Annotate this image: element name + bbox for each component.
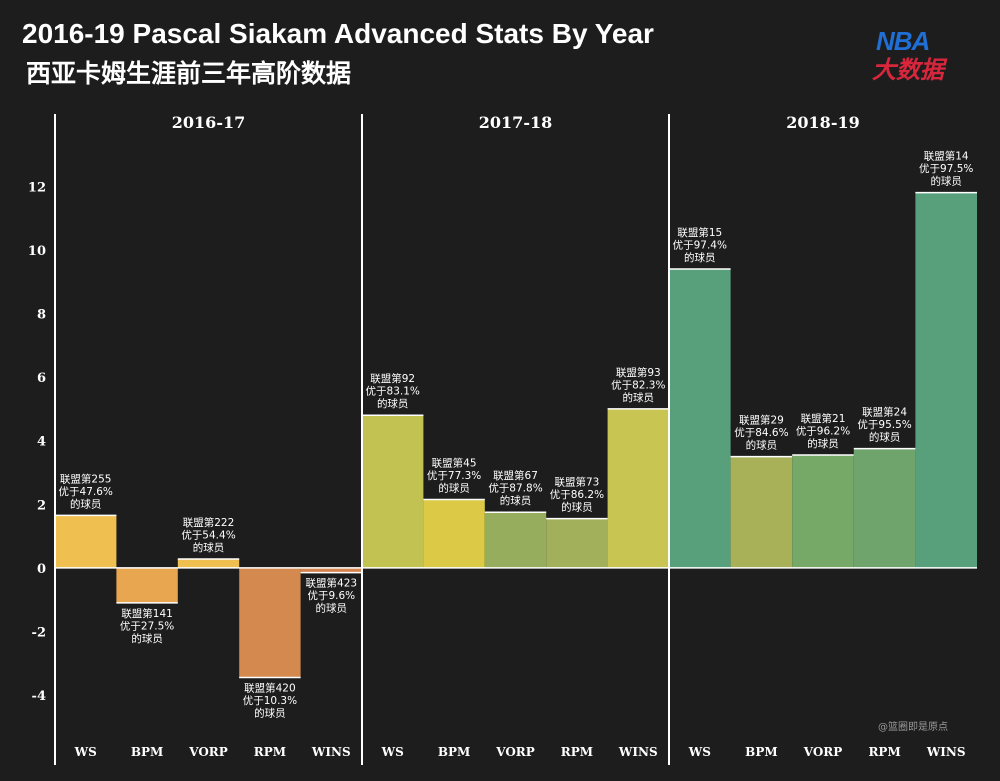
watermark: @篮圈即是原点 [878, 722, 948, 733]
y-tick-label: 4 [37, 435, 46, 450]
category-label: WS [74, 745, 97, 759]
bar-annotation: 联盟第420 [244, 682, 296, 695]
bar [484, 512, 547, 568]
bar-annotation: 优于87.8% [488, 482, 542, 495]
bar-annotation: 的球员 [316, 602, 348, 615]
bar-annotation: 的球员 [131, 632, 163, 645]
bar-annotation: 优于10.3% [243, 694, 297, 707]
category-label: RPM [561, 745, 593, 759]
category-label: VORP [495, 745, 535, 759]
panel-title: 2018-19 [786, 113, 859, 132]
y-tick-label: 0 [37, 562, 46, 577]
bar-annotation: 的球员 [623, 391, 655, 404]
bar [239, 567, 301, 678]
logo-text-top: NBA [876, 26, 930, 56]
bar-annotation: 的球员 [254, 707, 286, 720]
bar-annotation: 优于83.1% [366, 385, 420, 398]
bar [300, 567, 362, 573]
nba-data-logo: NBA 大数据 [866, 22, 976, 84]
bar-annotation: 的球员 [684, 251, 716, 264]
bar-annotation: 联盟第29 [739, 414, 784, 427]
category-label: VORP [188, 745, 228, 759]
bar-annotation: 联盟第14 [924, 150, 969, 163]
bar [853, 448, 916, 568]
category-label: RPM [254, 745, 286, 759]
bar [669, 268, 731, 568]
bar-annotation: 优于86.2% [550, 488, 604, 501]
bar-annotation: 联盟第45 [432, 457, 477, 470]
bar-annotation: 优于9.6% [307, 589, 355, 602]
bar-annotation: 优于97.5% [919, 162, 973, 175]
category-label: WS [381, 745, 404, 759]
bar [177, 558, 240, 568]
category-label: WINS [311, 745, 351, 759]
bar-annotation: 的球员 [377, 397, 409, 410]
bar [792, 454, 854, 568]
bar-annotation: 优于95.5% [857, 418, 911, 431]
chart-title-cn: 西亚卡姆生涯前三年高阶数据 [26, 59, 352, 88]
y-tick-label: -4 [32, 689, 46, 704]
bar-annotation: 优于77.3% [427, 469, 481, 482]
bar-annotation: 联盟第222 [183, 516, 235, 529]
category-label: WINS [926, 745, 966, 759]
bar-annotation: 的球员 [746, 439, 778, 452]
bar-annotation: 的球员 [807, 437, 839, 450]
category-label: VORP [803, 745, 843, 759]
bar-annotation: 联盟第15 [677, 226, 722, 239]
bar-annotation: 联盟第92 [370, 372, 415, 385]
bar-annotation: 的球员 [438, 482, 470, 495]
y-tick-label: -2 [32, 625, 46, 640]
y-tick-label: 2 [37, 498, 46, 513]
bar [607, 408, 669, 568]
bar-annotation: 的球员 [869, 431, 901, 444]
y-tick-label: 10 [28, 244, 46, 259]
bar-annotation: 联盟第255 [60, 472, 112, 485]
bar-annotation: 优于96.2% [796, 424, 850, 437]
bar-annotation: 优于54.4% [181, 528, 235, 541]
logo-text-bottom: 大数据 [872, 56, 944, 84]
panel-title: 2017-18 [479, 113, 552, 132]
category-label: RPM [868, 745, 900, 759]
bar-annotation: 联盟第73 [554, 476, 599, 489]
category-label: BPM [131, 745, 163, 759]
bar [362, 415, 424, 568]
bar-annotation: 联盟第141 [121, 607, 173, 620]
chart-title-en: 2016-19 Pascal Siakam Advanced Stats By … [22, 18, 654, 49]
category-label: BPM [745, 745, 777, 759]
bar-annotation: 优于27.5% [120, 619, 174, 632]
bar [423, 499, 485, 568]
bar-annotation: 优于47.6% [59, 485, 113, 498]
bar-annotation: 联盟第21 [801, 412, 846, 425]
category-label: BPM [438, 745, 470, 759]
bar-annotation: 的球员 [500, 494, 532, 507]
y-tick-label: 6 [37, 371, 46, 386]
bar [546, 518, 608, 568]
panel-title: 2016-17 [172, 113, 245, 132]
category-label: WS [688, 745, 711, 759]
bar-annotation: 优于84.6% [734, 426, 788, 439]
bar-annotation: 的球员 [930, 175, 962, 188]
bar-annotation: 联盟第93 [616, 366, 661, 379]
bar-annotation: 联盟第24 [862, 406, 907, 419]
bar-annotation: 的球员 [70, 497, 102, 510]
y-tick-label: 12 [28, 180, 46, 195]
bar [116, 567, 178, 603]
bar-annotation: 的球员 [193, 541, 225, 554]
bar-annotation: 优于97.4% [673, 238, 727, 251]
bar-annotation: 联盟第423 [306, 577, 358, 590]
bar-annotation: 联盟第67 [493, 469, 538, 482]
category-label: WINS [618, 745, 658, 759]
y-tick-label: 8 [37, 307, 46, 322]
bar-annotation: 的球员 [561, 501, 593, 514]
bar [915, 192, 977, 568]
bar [55, 515, 117, 568]
bar [730, 456, 793, 568]
bar-annotation: 优于82.3% [611, 378, 665, 391]
